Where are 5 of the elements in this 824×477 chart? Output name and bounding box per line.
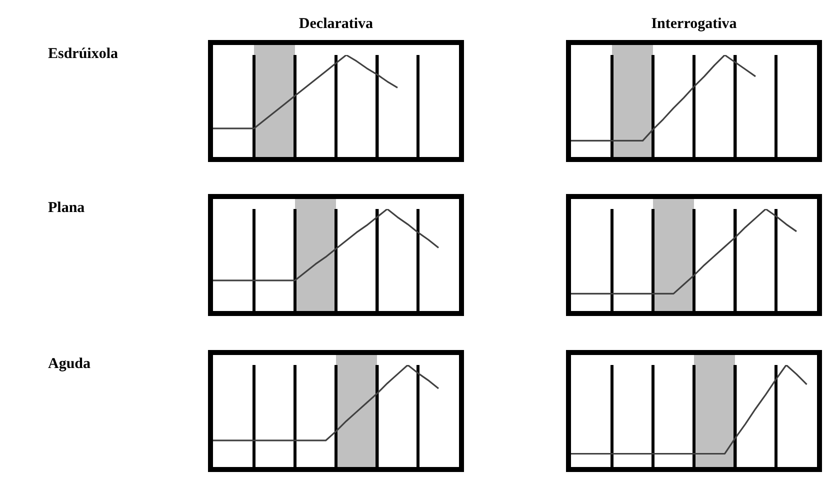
chart-title: Declarativa [298,16,374,33]
y-axis-title: Plana [48,200,85,217]
y-axis-title: Esdrúixola [48,46,118,63]
chart-title: Interrogativa [650,16,738,33]
y-axis-title: Aguda [48,356,91,373]
